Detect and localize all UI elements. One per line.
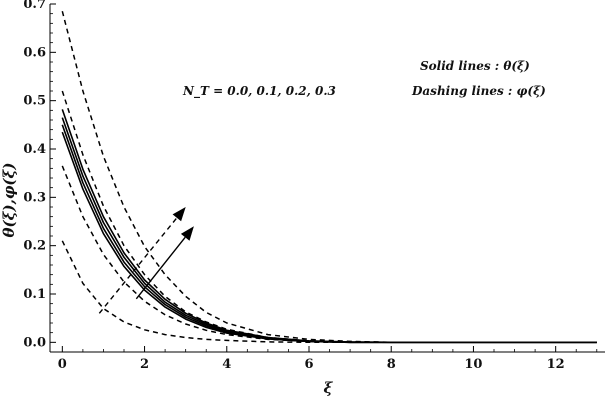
x-tick-label: 4	[222, 357, 231, 372]
y-axis-label: θ(ξ),φ(ξ)	[0, 163, 18, 238]
x-tick-label: 8	[387, 357, 396, 372]
x-tick-label: 6	[304, 357, 313, 372]
x-axis-label: ξ	[324, 379, 334, 397]
y-tick-label: 0.6	[23, 45, 46, 60]
y-tick-label: 0.2	[23, 239, 46, 254]
series-group	[61, 11, 597, 344]
arrow-head-theta	[180, 226, 194, 241]
y-tick-label: 0.0	[23, 335, 46, 350]
legend-solid-text: Solid lines : θ(ξ)	[420, 59, 530, 73]
arrow-shaft-theta	[135, 236, 186, 300]
phi-curve-7	[61, 240, 597, 344]
y-tick-label: 0.7	[23, 0, 46, 12]
x-tick-label: 2	[140, 357, 149, 372]
y-tick-label: 0.1	[23, 287, 46, 302]
axes: 0 2 4 6 8 10 12 0.0 0.1 0.2 0.3 0.4 0.5 0.6 0.7	[23, 0, 605, 372]
y-tick-label: 0.4	[23, 142, 46, 157]
arrow-head-phi	[172, 207, 186, 222]
arrows-group	[98, 207, 194, 314]
legend-dashed-text: Dashing lines : φ(ξ)	[411, 84, 546, 98]
y-tick-label: 0.5	[23, 94, 46, 109]
x-tick-label: 12	[547, 357, 565, 372]
annotation-parameter: N_T = 0.0, 0.1, 0.2, 0.3	[182, 84, 336, 99]
arrow-shaft-phi	[98, 217, 178, 314]
x-tick-label: 10	[464, 357, 482, 372]
y-tick-label: 0.3	[23, 190, 46, 205]
x-tick-label: 0	[58, 357, 67, 372]
phi-curve-6	[61, 165, 597, 344]
